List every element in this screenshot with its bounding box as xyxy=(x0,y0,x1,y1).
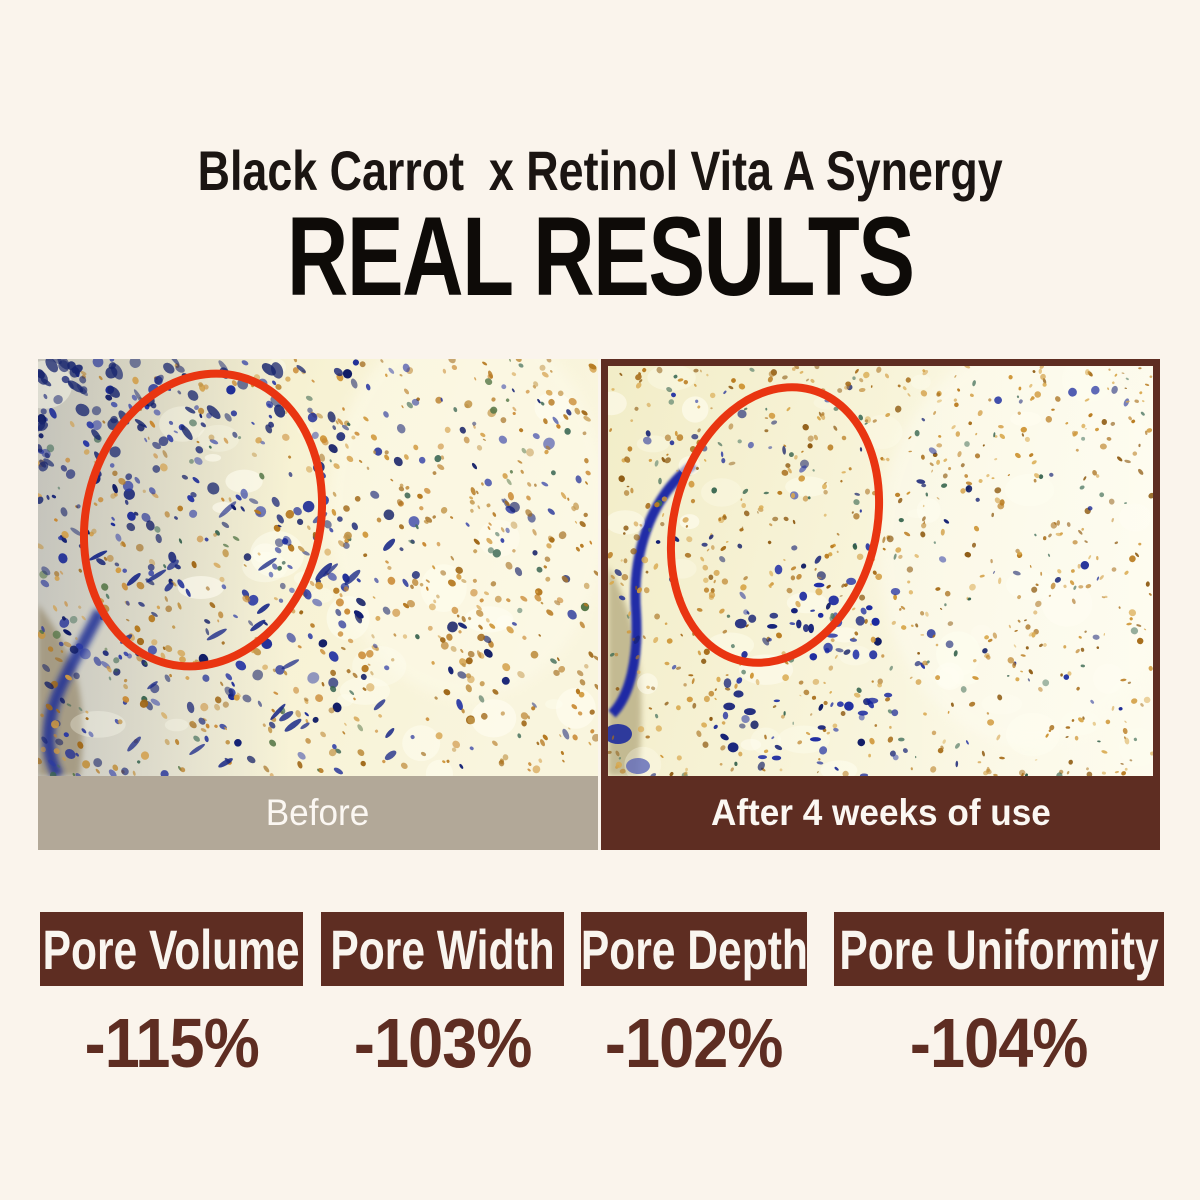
stat-label: Pore Width xyxy=(330,917,555,981)
stat-label-box: Pore Volume xyxy=(40,912,303,986)
stat-label-box: Pore Depth xyxy=(580,912,808,986)
stat-label: Pore Depth xyxy=(580,917,808,981)
before-skin-image xyxy=(38,359,598,776)
after-light-tint xyxy=(608,366,1153,776)
stat-value: -103% xyxy=(353,1004,533,1082)
campaign-subtitle: Black Carrot x Retinol Vita A Synergy xyxy=(0,138,1200,203)
stat-label-box: Pore Width xyxy=(321,912,564,986)
stat-pore-width: Pore Width -103% xyxy=(321,912,564,1083)
before-label-bar: Before xyxy=(38,776,598,850)
stat-label: Pore Uniformity xyxy=(839,917,1159,981)
stat-value: -102% xyxy=(605,1004,784,1082)
before-panel: Before xyxy=(38,359,598,850)
after-label: After 4 weeks of use xyxy=(710,792,1051,833)
before-contour-line xyxy=(42,608,106,776)
before-annotation-ellipse xyxy=(79,369,327,671)
after-annotation-ellipse xyxy=(666,383,884,667)
after-contour-blob xyxy=(608,724,632,744)
stat-pore-volume: Pore Volume -115% xyxy=(40,912,303,1083)
page-title: REAL RESULTS xyxy=(0,192,1200,321)
stat-value: -115% xyxy=(84,1004,259,1082)
after-shadow-corner xyxy=(608,566,642,776)
stat-label: Pore Volume xyxy=(43,917,301,981)
campaign-subtitle-text: Black Carrot x Retinol Vita A Synergy xyxy=(197,139,1003,202)
page-title-text: REAL RESULTS xyxy=(286,194,915,319)
after-skin-image xyxy=(608,366,1153,776)
after-pore-dots xyxy=(608,366,1153,776)
after-contour-blob xyxy=(626,758,650,774)
stat-label-box: Pore Uniformity xyxy=(834,912,1164,986)
after-label-bar: After 4 weeks of use xyxy=(601,776,1160,850)
stat-pore-depth: Pore Depth -102% xyxy=(580,912,808,1083)
stat-pore-uniformity: Pore Uniformity -104% xyxy=(834,912,1164,1083)
after-panel: After 4 weeks of use xyxy=(601,359,1160,850)
stat-value: -104% xyxy=(910,1004,1089,1082)
before-label: Before xyxy=(266,792,370,833)
